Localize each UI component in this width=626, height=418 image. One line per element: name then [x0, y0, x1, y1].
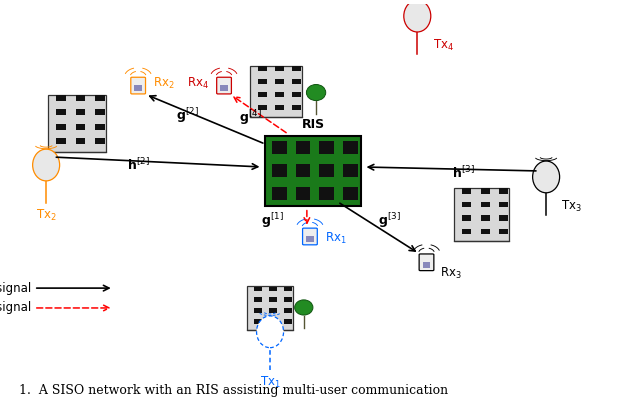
Bar [48, 94, 106, 152]
Bar [258, 79, 267, 84]
Bar [275, 105, 284, 110]
FancyBboxPatch shape [302, 228, 317, 245]
Bar [499, 229, 508, 234]
Bar [269, 319, 277, 324]
Bar [481, 202, 490, 207]
Text: $\mathrm{Tx}_1$: $\mathrm{Tx}_1$ [260, 375, 280, 390]
Bar [254, 319, 262, 324]
Text: $\mathbf{g}^{[3]}$: $\mathbf{g}^{[3]}$ [378, 211, 401, 230]
Ellipse shape [306, 84, 326, 101]
Bar [295, 141, 310, 153]
Bar [275, 92, 284, 97]
Bar [250, 66, 302, 117]
FancyBboxPatch shape [419, 254, 434, 270]
Bar [272, 164, 287, 177]
Bar [423, 262, 431, 268]
Bar [462, 202, 471, 207]
Bar [462, 189, 471, 194]
Bar [95, 110, 105, 115]
Text: $\mathrm{Rx}_3$: $\mathrm{Rx}_3$ [440, 266, 462, 281]
Bar [56, 95, 66, 101]
Bar [275, 66, 284, 71]
Bar [272, 187, 287, 200]
Bar [343, 141, 358, 153]
Bar [499, 202, 508, 207]
Bar [275, 79, 284, 84]
Bar [247, 286, 293, 330]
Text: $\mathrm{Rx}_4$: $\mathrm{Rx}_4$ [187, 76, 208, 91]
Text: $\mathrm{Tx}_2$: $\mathrm{Tx}_2$ [36, 208, 56, 223]
Text: $\mathbf{g}^{[2]}$: $\mathbf{g}^{[2]}$ [176, 106, 198, 125]
Bar [258, 105, 267, 110]
Text: RIS: RIS [302, 118, 324, 131]
Text: $\mathrm{Tx}_4$: $\mathrm{Tx}_4$ [433, 38, 454, 54]
Ellipse shape [33, 149, 59, 181]
Text: $\mathbf{h}^{[3]}$: $\mathbf{h}^{[3]}$ [452, 165, 475, 181]
Bar [76, 124, 86, 130]
Text: Interference signal: Interference signal [0, 301, 31, 314]
Text: Desired signal: Desired signal [0, 282, 31, 295]
Bar [481, 229, 490, 234]
Bar [319, 141, 334, 153]
Text: $\mathrm{Rx}_1$: $\mathrm{Rx}_1$ [326, 231, 347, 246]
Text: $\mathbf{g}^{[1]}$: $\mathbf{g}^{[1]}$ [261, 212, 284, 230]
Bar [499, 215, 508, 221]
Bar [284, 308, 292, 313]
Bar [272, 141, 287, 153]
Bar [265, 136, 361, 206]
FancyBboxPatch shape [217, 77, 232, 94]
Bar [134, 85, 142, 91]
Bar [292, 92, 301, 97]
Bar [284, 319, 292, 324]
Bar [258, 92, 267, 97]
Bar [292, 79, 301, 84]
Ellipse shape [257, 316, 284, 348]
Text: $\mathbf{h}^{[2]}$: $\mathbf{h}^{[2]}$ [127, 157, 150, 173]
Bar [258, 66, 267, 71]
Bar [284, 287, 292, 291]
Bar [284, 298, 292, 302]
Bar [343, 187, 358, 200]
Ellipse shape [533, 161, 560, 193]
Text: $\mathrm{Tx}_3$: $\mathrm{Tx}_3$ [562, 199, 582, 214]
Bar [319, 187, 334, 200]
Bar [269, 298, 277, 302]
Text: 1.  A SISO network with an RIS assisting multi-user communication: 1. A SISO network with an RIS assisting … [19, 384, 448, 397]
Bar [95, 124, 105, 130]
Bar [95, 138, 105, 144]
Ellipse shape [404, 0, 431, 32]
Bar [295, 187, 310, 200]
Bar [76, 95, 86, 101]
Text: $\mathrm{Rx}_2$: $\mathrm{Rx}_2$ [153, 76, 175, 91]
Bar [319, 164, 334, 177]
Text: $\mathbf{g}^{[4]}$: $\mathbf{g}^{[4]}$ [239, 108, 262, 127]
Bar [295, 164, 310, 177]
Bar [95, 95, 105, 101]
Bar [254, 298, 262, 302]
Bar [292, 66, 301, 71]
Bar [220, 85, 228, 91]
Bar [269, 308, 277, 313]
Bar [56, 138, 66, 144]
Bar [76, 138, 86, 144]
Bar [306, 236, 314, 242]
Bar [76, 110, 86, 115]
Bar [56, 124, 66, 130]
Bar [481, 215, 490, 221]
FancyBboxPatch shape [131, 77, 145, 94]
Bar [269, 287, 277, 291]
Bar [56, 110, 66, 115]
Bar [481, 189, 490, 194]
Bar [462, 215, 471, 221]
Ellipse shape [295, 300, 313, 315]
Bar [454, 188, 510, 242]
Bar [254, 287, 262, 291]
Bar [499, 189, 508, 194]
Bar [254, 308, 262, 313]
Bar [343, 164, 358, 177]
Bar [462, 229, 471, 234]
Bar [292, 105, 301, 110]
